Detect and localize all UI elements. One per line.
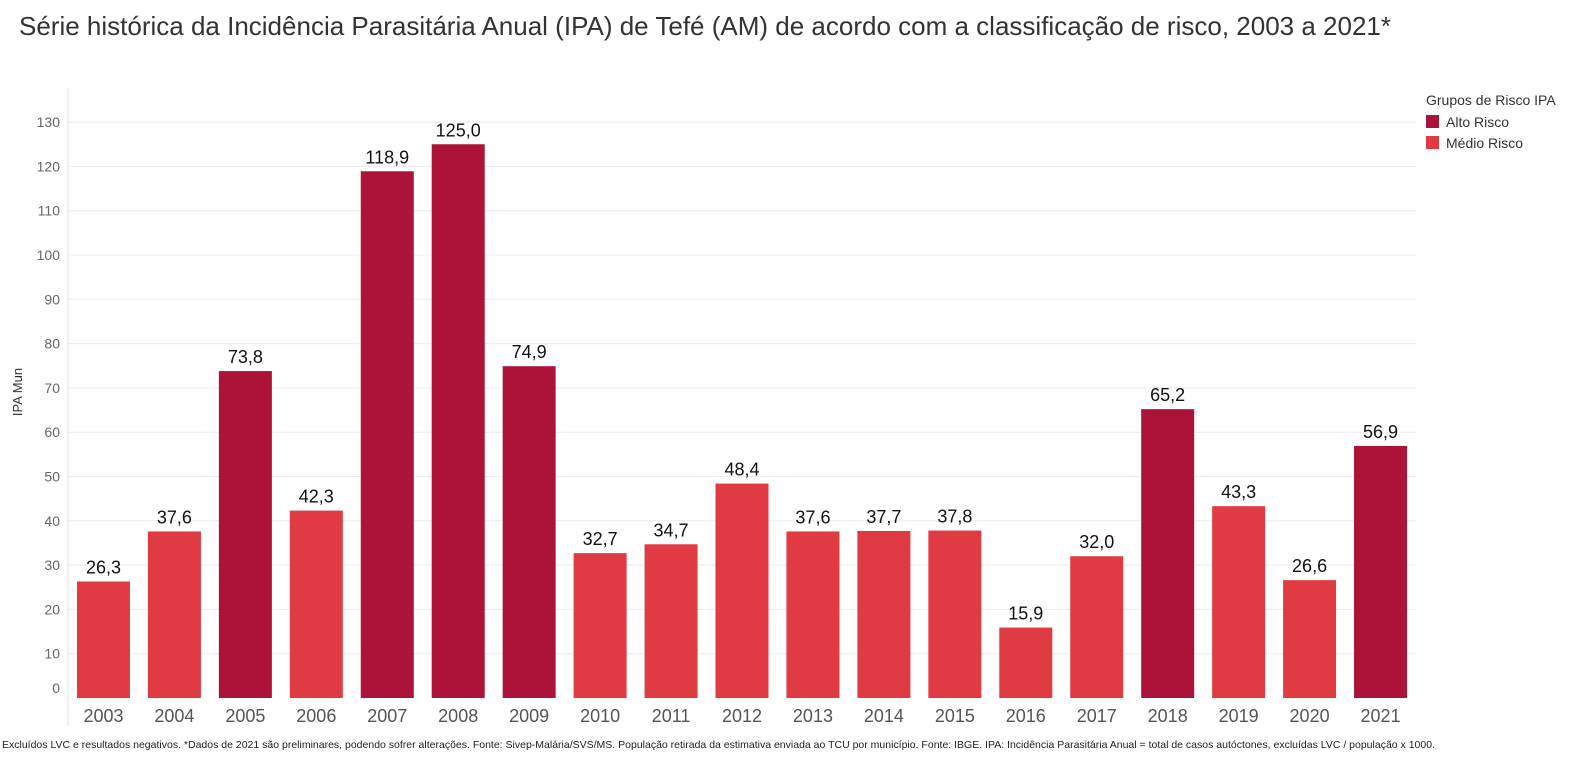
legend-label-alto-risco: Alto Risco — [1446, 113, 1510, 130]
x-tick-label: 2006 — [296, 706, 336, 726]
x-tick-label: 2014 — [864, 706, 904, 726]
data-label: 32,7 — [583, 529, 618, 549]
bar — [573, 553, 627, 698]
y-tick-label: 10 — [44, 646, 60, 662]
legend-swatch-medio-risco — [1426, 136, 1439, 149]
y-tick-label: 110 — [38, 203, 61, 219]
x-tick-label: 2015 — [935, 706, 975, 726]
data-label: 26,3 — [86, 557, 121, 577]
legend-item-medio-risco[interactable]: Médio Risco — [1426, 132, 1556, 153]
bar — [715, 483, 769, 698]
data-label: 32,0 — [1079, 532, 1114, 552]
legend-label-medio-risco: Médio Risco — [1446, 134, 1524, 151]
y-tick-label: 50 — [44, 469, 60, 485]
x-tick-label: 2005 — [225, 706, 265, 726]
data-label: 118,9 — [365, 147, 409, 167]
x-tick-label: 2011 — [652, 706, 691, 726]
y-tick-label: 70 — [44, 380, 60, 396]
data-label: 56,9 — [1363, 422, 1398, 442]
bar — [218, 371, 272, 698]
y-tick-label: 100 — [37, 247, 61, 263]
bar — [1283, 580, 1337, 698]
y-tick-label: 130 — [37, 114, 61, 130]
y-tick-label: 40 — [44, 513, 60, 529]
y-tick-label: 60 — [44, 424, 60, 440]
data-label: 26,6 — [1292, 556, 1327, 576]
x-tick-label: 2010 — [580, 706, 620, 726]
y-tick-label: 90 — [44, 291, 60, 307]
x-tick-label: 2017 — [1077, 706, 1117, 726]
data-label: 65,2 — [1150, 385, 1185, 405]
x-tick-label: 2021 — [1361, 706, 1401, 726]
legend-swatch-alto-risco — [1426, 115, 1439, 128]
x-tick-label: 2004 — [154, 706, 194, 726]
y-tick-label: 80 — [44, 336, 60, 352]
x-tick-label: 2003 — [83, 706, 123, 726]
legend-title: Grupos de Risco IPA — [1426, 92, 1556, 108]
footnote: Excluídos LVC e resultados negativos. *D… — [2, 739, 1435, 751]
bar — [1070, 556, 1124, 698]
y-axis-title: IPA Mun — [10, 368, 25, 416]
x-tick-label: 2008 — [438, 706, 478, 726]
data-label: 73,8 — [228, 347, 263, 367]
x-tick-label: 2012 — [722, 706, 762, 726]
data-label: 37,6 — [157, 507, 192, 527]
y-tick-label: 120 — [37, 158, 61, 174]
data-label: 48,4 — [724, 460, 759, 480]
bar — [999, 627, 1053, 698]
y-tick-label: 0 — [52, 680, 60, 696]
data-label: 43,3 — [1221, 482, 1256, 502]
bar — [76, 581, 130, 698]
bar — [1141, 409, 1195, 698]
bar — [147, 531, 201, 698]
y-tick-label: 30 — [44, 557, 60, 573]
x-tick-label: 2007 — [367, 706, 407, 726]
data-label: 42,3 — [299, 487, 334, 507]
data-label: 37,6 — [795, 507, 830, 527]
y-tick-label: 20 — [44, 601, 60, 617]
x-tick-label: 2009 — [509, 706, 549, 726]
x-tick-label: 2020 — [1290, 706, 1330, 726]
bar — [360, 171, 414, 698]
chart-title: Série histórica da Incidência Parasitári… — [19, 11, 1391, 41]
bar — [1212, 506, 1266, 698]
data-label: 37,7 — [866, 507, 901, 527]
bar — [928, 530, 982, 698]
bar — [431, 144, 485, 698]
legend: Grupos de Risco IPA Alto Risco Médio Ris… — [1426, 92, 1556, 153]
bar — [289, 510, 343, 698]
x-tick-label: 2018 — [1148, 706, 1188, 726]
bar — [857, 530, 911, 698]
data-label: 37,8 — [937, 507, 972, 527]
data-label: 125,0 — [436, 120, 481, 140]
x-tick-label: 2013 — [793, 706, 833, 726]
bar — [786, 531, 840, 698]
bar — [1354, 445, 1408, 698]
bar — [502, 366, 556, 698]
data-label: 34,7 — [654, 520, 689, 540]
bar — [644, 544, 698, 698]
data-label: 74,9 — [512, 342, 547, 362]
data-label: 15,9 — [1008, 604, 1043, 624]
x-tick-label: 2019 — [1219, 706, 1259, 726]
x-tick-label: 2016 — [1006, 706, 1046, 726]
legend-item-alto-risco[interactable]: Alto Risco — [1426, 111, 1556, 132]
